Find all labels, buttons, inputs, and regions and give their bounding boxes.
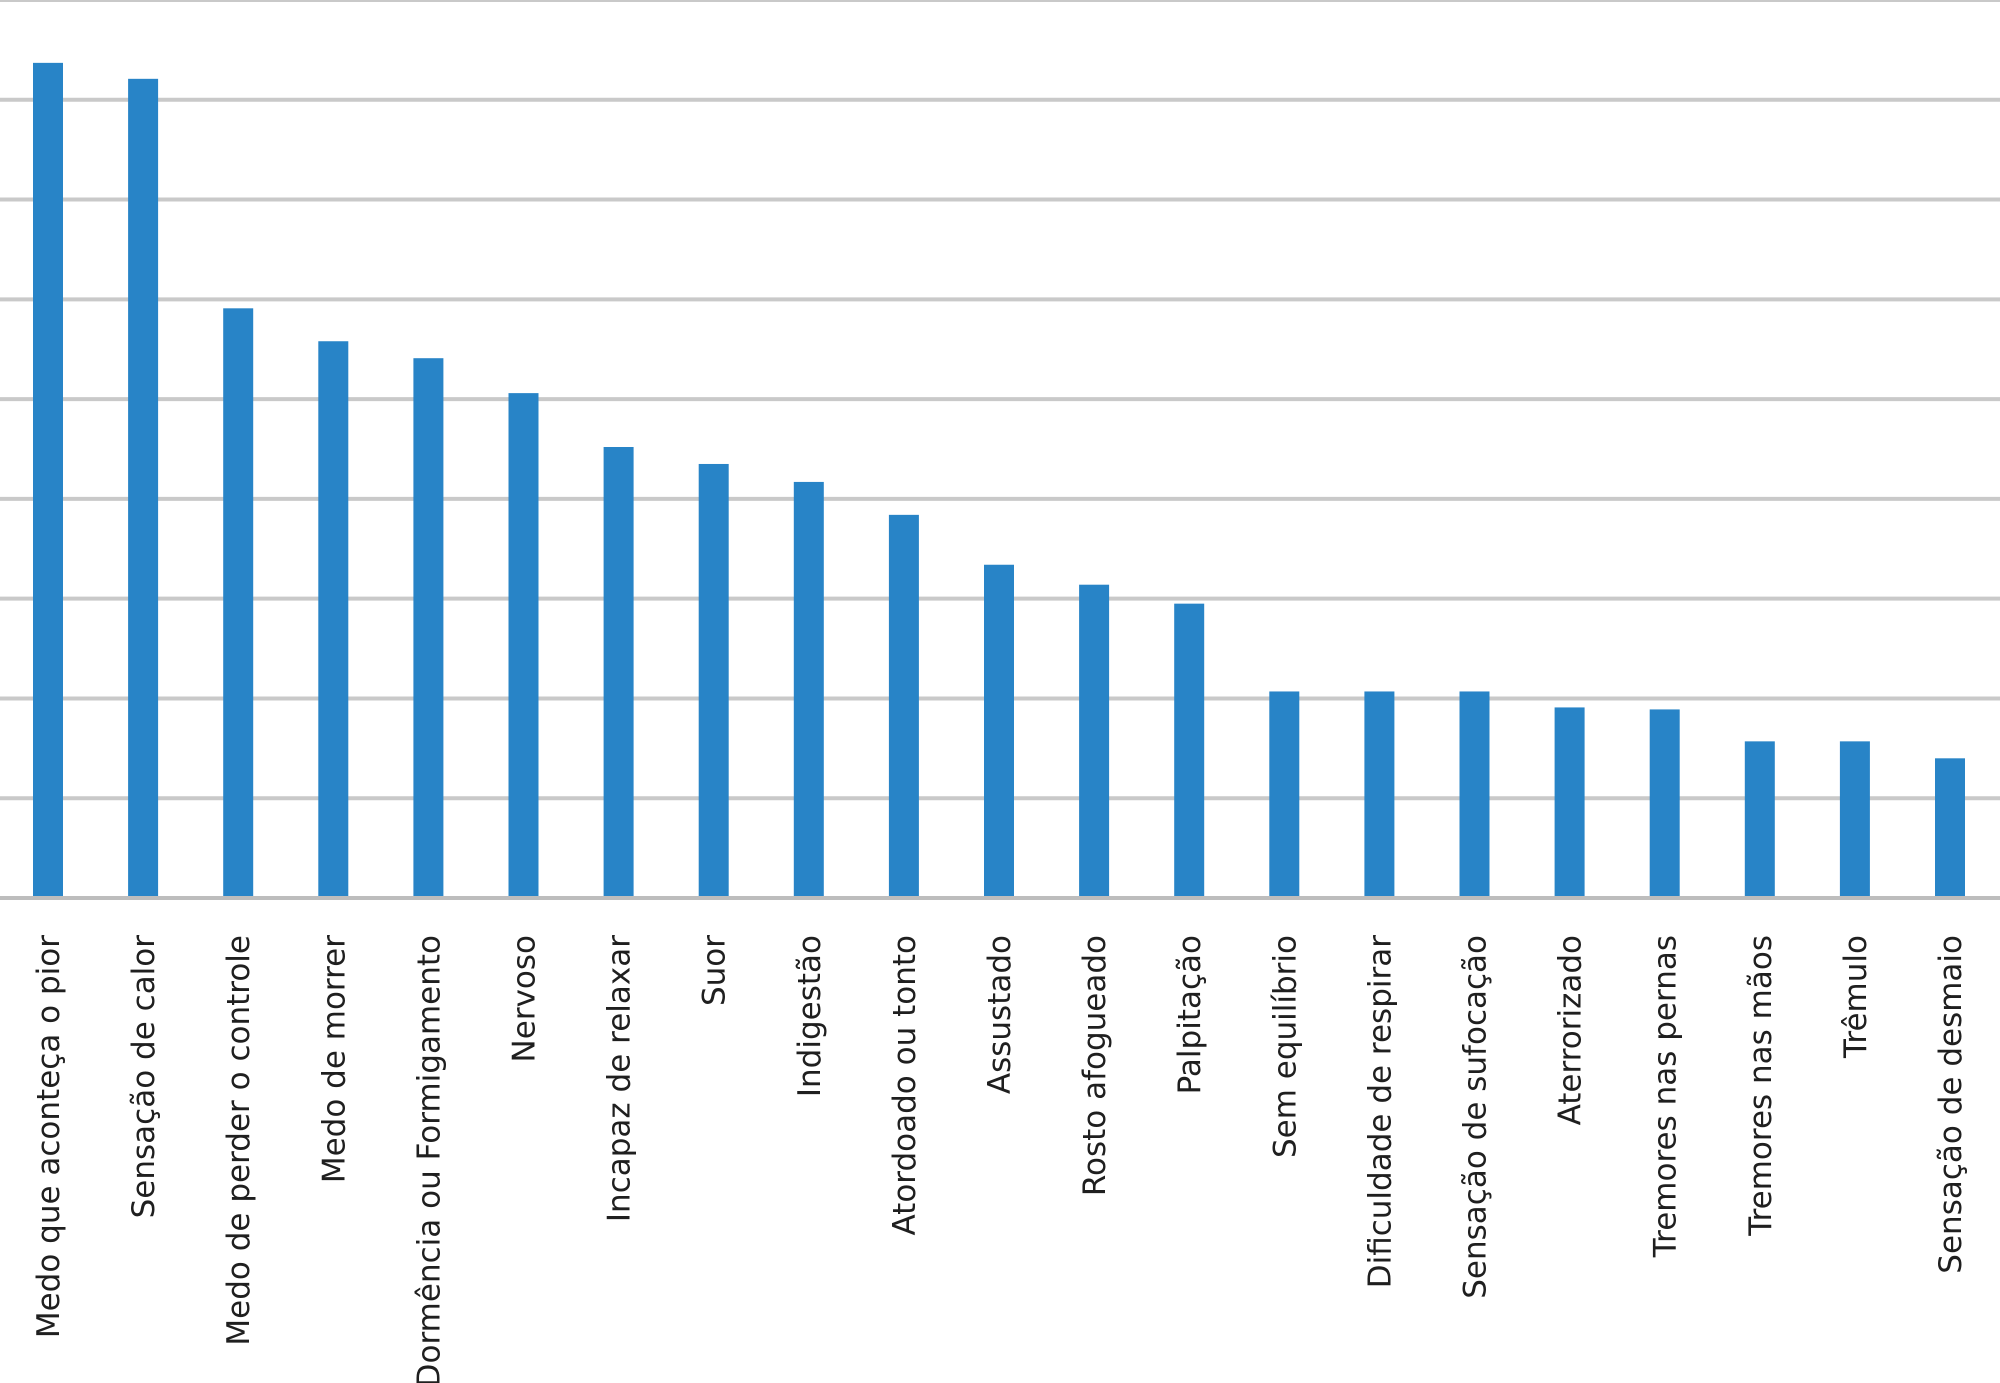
x-tick-label: Trêmulo [1838,935,1874,1059]
bar-11 [984,564,1014,898]
x-tick-label: Medo que aconteça o pior [31,935,67,1338]
x-tick-label: Aterrorizado [1553,935,1589,1125]
x-tick-label: Assustado [982,935,1018,1094]
x-tick-label: Tremores nas mãos [1743,935,1779,1237]
x-tick-label: Sensação de sufocação [1458,935,1494,1299]
x-tick-label: Tremores nas pernas [1648,935,1684,1258]
bars [33,62,1965,899]
bar-4 [318,341,349,898]
x-tick-label: Medo de morrer [316,935,352,1183]
x-tick-label: Dormência ou Formigamento [411,935,447,1383]
x-tick-label: Sensação de desmaio [1933,935,1969,1274]
x-tick-label: Incapaz de relaxar [602,935,638,1222]
x-tick-label: Palpitação [1172,935,1208,1094]
x-tick-label: Sem equilíbrio [1267,935,1303,1158]
x-tick-label: Sensação de calor [126,935,162,1219]
bar-2 [128,78,159,898]
x-tick-label: Indigestão [792,935,828,1097]
bar-13 [1174,603,1205,898]
bar-17 [1554,707,1585,898]
bar-5 [413,358,444,898]
bar-9 [793,481,824,898]
bar-21 [1935,758,1965,898]
x-tick-label: Nervoso [507,935,543,1062]
x-tick-label: Rosto afogueado [1077,935,1113,1196]
bar-19 [1744,741,1775,898]
bar-15 [1364,691,1395,898]
bar-3 [223,308,254,898]
x-tick-label: Suor [697,935,733,1006]
bar-10 [888,514,919,898]
bar-18 [1649,709,1680,898]
bar-14 [1269,691,1300,898]
category-labels: Medo que aconteça o pior Sensação de calo… [31,935,1969,1383]
x-tick-label: Atordoado ou tonto [887,935,923,1235]
bar-8 [698,463,729,898]
bar-6 [508,393,539,898]
bar-7 [603,447,634,898]
bar-16 [1459,691,1490,898]
bar-12 [1079,584,1110,898]
x-tick-label: Medo de perder o controle [221,935,257,1346]
x-tick-label: Dificuldade de respirar [1362,935,1398,1289]
bar-1 [33,62,63,899]
bar-20 [1839,741,1870,898]
